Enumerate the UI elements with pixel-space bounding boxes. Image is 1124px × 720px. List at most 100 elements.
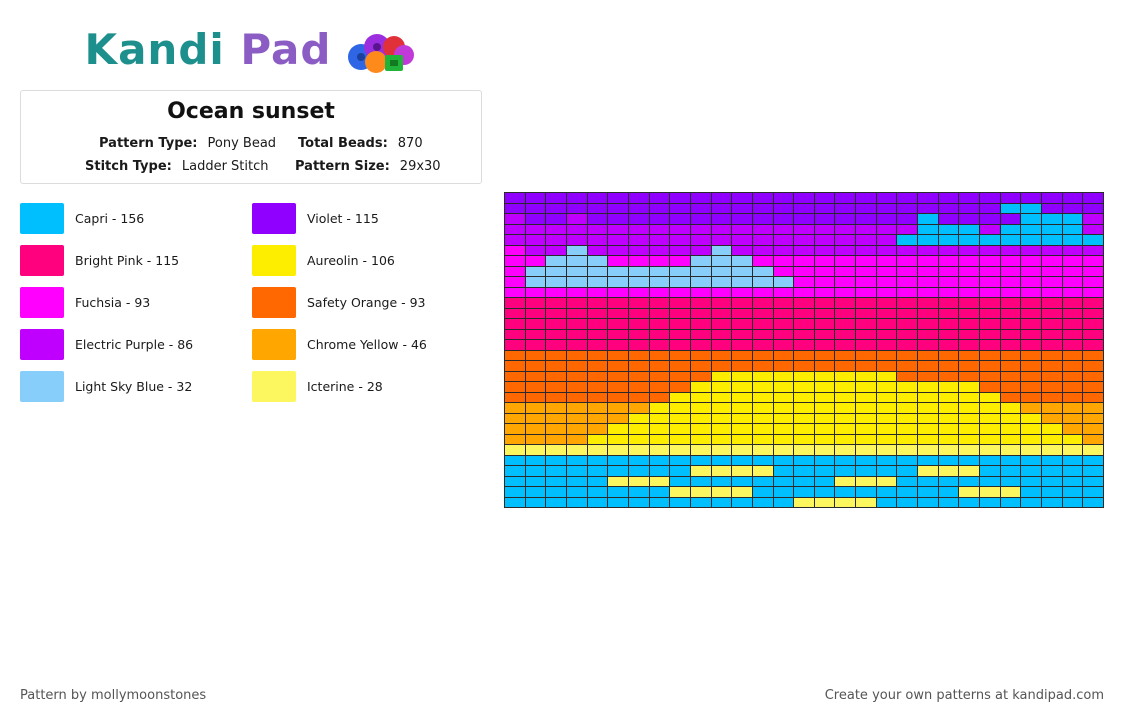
bead <box>980 224 1000 234</box>
bead <box>835 203 856 213</box>
bead <box>505 466 525 476</box>
bead <box>773 371 794 381</box>
legend-item-bright-pink: Bright Pink - 115 <box>20 244 179 276</box>
bead <box>546 455 566 465</box>
bead <box>959 287 980 297</box>
bead <box>794 392 814 402</box>
bead <box>670 224 690 234</box>
bead <box>1062 487 1083 497</box>
bead <box>794 224 814 234</box>
bead <box>505 497 525 507</box>
bead <box>1042 256 1062 266</box>
legend-label: Icterine - 28 <box>307 378 383 394</box>
bead <box>711 329 732 339</box>
bead <box>608 193 628 203</box>
bead <box>732 371 752 381</box>
bead <box>628 319 649 329</box>
pattern-type-value: Pony Bead <box>207 136 277 151</box>
bead <box>918 476 938 486</box>
bead <box>814 371 835 381</box>
bead <box>918 245 938 255</box>
bead <box>608 350 628 360</box>
bead <box>608 424 628 434</box>
bead <box>794 445 814 455</box>
bead <box>1083 392 1103 402</box>
bead <box>1021 308 1042 318</box>
bead <box>773 487 794 497</box>
bead <box>608 277 628 287</box>
bead <box>1042 203 1062 213</box>
bead <box>546 203 566 213</box>
color-swatch <box>252 244 296 276</box>
bead <box>918 434 938 444</box>
bead <box>835 277 856 287</box>
kandi-pad-logo[interactable]: Kandi Pad <box>0 22 504 78</box>
bead <box>959 371 980 381</box>
kandipad-link[interactable]: Create your own patterns at kandipad.com <box>824 688 1104 703</box>
bead <box>814 361 835 371</box>
bead <box>1083 235 1103 245</box>
bead <box>897 277 918 287</box>
bead <box>835 371 856 381</box>
bead <box>649 497 670 507</box>
bead <box>918 497 938 507</box>
color-swatch <box>252 370 296 402</box>
bead <box>794 497 814 507</box>
bead <box>897 203 918 213</box>
bead <box>608 392 628 402</box>
bead <box>876 319 897 329</box>
bead <box>1083 487 1103 497</box>
bead <box>690 340 711 350</box>
bead <box>608 235 628 245</box>
bead <box>711 445 732 455</box>
bead <box>525 445 546 455</box>
bead <box>1021 298 1042 308</box>
bead <box>1062 245 1083 255</box>
bead <box>980 350 1000 360</box>
pattern-size-label: Pattern Size: <box>295 159 390 174</box>
bead <box>794 308 814 318</box>
bead <box>670 466 690 476</box>
bead <box>938 308 959 318</box>
bead <box>980 476 1000 486</box>
bead <box>505 193 525 203</box>
bead <box>670 245 690 255</box>
pattern-type-label: Pattern Type: <box>99 136 198 151</box>
bead <box>1042 361 1062 371</box>
bead <box>794 413 814 423</box>
stitch-type: Stitch Type: Ladder Stitch <box>85 159 269 174</box>
bead <box>918 277 938 287</box>
bead <box>773 466 794 476</box>
bead <box>525 340 546 350</box>
bead <box>1083 445 1103 455</box>
bead <box>1042 235 1062 245</box>
bead <box>525 256 546 266</box>
bead <box>690 487 711 497</box>
bead <box>1083 193 1103 203</box>
bead <box>525 455 546 465</box>
bead <box>1042 434 1062 444</box>
bead <box>732 361 752 371</box>
legend-label: Aureolin - 106 <box>307 252 395 268</box>
bead <box>752 497 773 507</box>
bead <box>856 497 876 507</box>
bead <box>608 319 628 329</box>
bead <box>649 256 670 266</box>
bead <box>732 256 752 266</box>
bead <box>835 214 856 224</box>
bead <box>856 298 876 308</box>
bead <box>876 487 897 497</box>
bead <box>835 466 856 476</box>
bead <box>670 308 690 318</box>
beads-logo-icon <box>348 34 415 73</box>
bead <box>670 350 690 360</box>
bead <box>1062 413 1083 423</box>
bead <box>1021 466 1042 476</box>
bead <box>1042 298 1062 308</box>
bead <box>628 329 649 339</box>
bead <box>918 256 938 266</box>
bead <box>959 382 980 392</box>
bead <box>1021 329 1042 339</box>
bead <box>608 476 628 486</box>
bead <box>505 382 525 392</box>
